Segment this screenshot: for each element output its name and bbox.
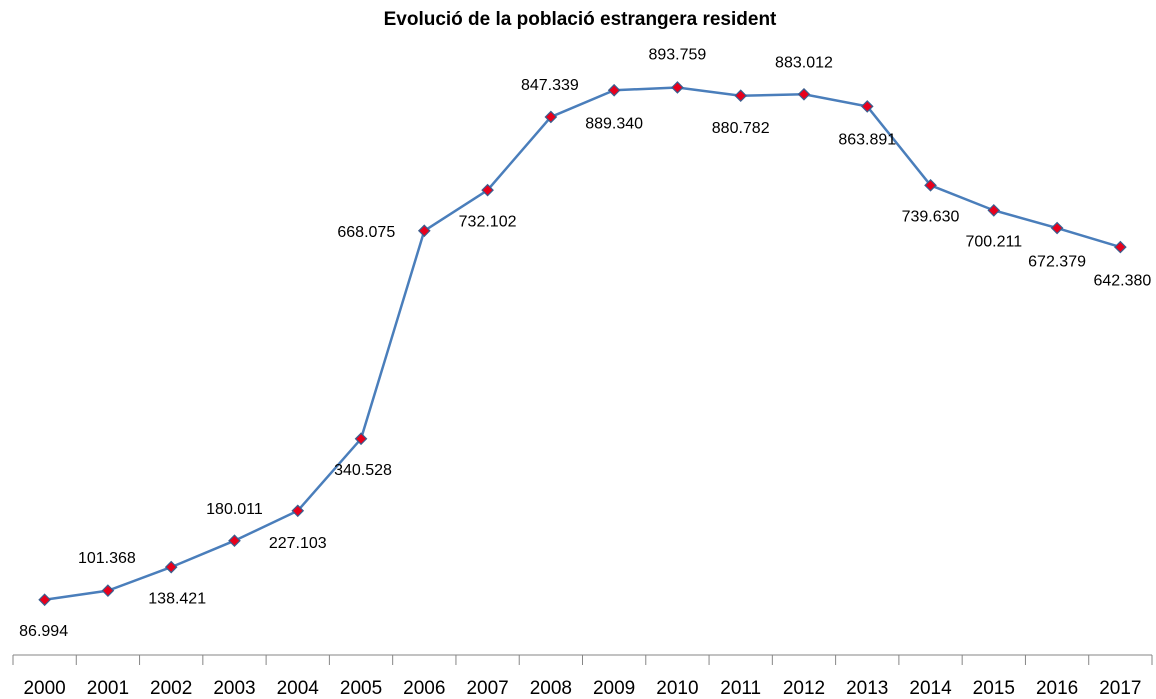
data-label: 700.211 [965, 234, 1022, 251]
data-label: 101.368 [78, 550, 136, 567]
x-tick-label: 2005 [340, 678, 382, 699]
marker [291, 504, 305, 518]
data-label: 880.782 [712, 120, 770, 137]
data-label: 86.994 [19, 623, 68, 640]
data-label: 739.630 [902, 209, 960, 226]
chart-title: Evolució de la població estrangera resid… [384, 9, 777, 30]
marker [164, 560, 178, 574]
x-tick-label: 2001 [87, 678, 129, 699]
x-tick-label: 2012 [783, 678, 825, 699]
x-tick-label: 2002 [150, 678, 192, 699]
marker [417, 224, 431, 238]
x-tick-label: 2003 [213, 678, 255, 699]
marker [481, 183, 494, 197]
data-label: 893.759 [648, 47, 706, 64]
x-tick-label: 2016 [1036, 678, 1078, 699]
data-label: 138.421 [148, 590, 206, 607]
data-label: 180.011 [206, 501, 263, 518]
data-label: 863.891 [838, 132, 896, 149]
x-tick-label: 2015 [973, 678, 1015, 699]
x-tick-label: 2006 [403, 678, 445, 699]
x-tick-label: 2007 [466, 678, 508, 699]
data-label: 883.012 [775, 55, 833, 72]
data-label: 642.380 [1093, 272, 1151, 289]
marker [228, 534, 241, 548]
marker [354, 432, 368, 446]
marker [924, 178, 937, 192]
line [44, 86, 1121, 601]
marker [987, 204, 1001, 217]
data-label: 227.103 [269, 535, 327, 552]
x-tick-label: 2004 [277, 678, 320, 699]
marker [1050, 221, 1064, 235]
data-label: 340.528 [334, 462, 392, 479]
x-tick-label: 2011 [720, 678, 761, 699]
x-tick-label: 2009 [593, 678, 635, 699]
data-label: 732.102 [459, 213, 517, 230]
marker [544, 110, 558, 124]
marker [38, 593, 51, 607]
data-label: 847.339 [521, 77, 579, 94]
marker [734, 89, 748, 103]
x-tick-label: 2014 [909, 678, 952, 699]
marker [671, 81, 684, 94]
x-tick-label: 2008 [530, 678, 572, 699]
marker [860, 100, 874, 113]
data-label: 668.075 [337, 224, 395, 241]
x-tick-label: 2017 [1099, 678, 1141, 699]
data-label: 889.340 [585, 115, 643, 132]
x-tick-label: 2000 [23, 678, 65, 699]
x-tick-label: 2010 [656, 678, 698, 699]
marker [607, 83, 621, 97]
data-label: 672.379 [1028, 253, 1086, 270]
marker [797, 87, 811, 101]
marker [101, 584, 115, 597]
marker [1114, 240, 1127, 254]
x-tick-label: 2013 [846, 678, 888, 699]
